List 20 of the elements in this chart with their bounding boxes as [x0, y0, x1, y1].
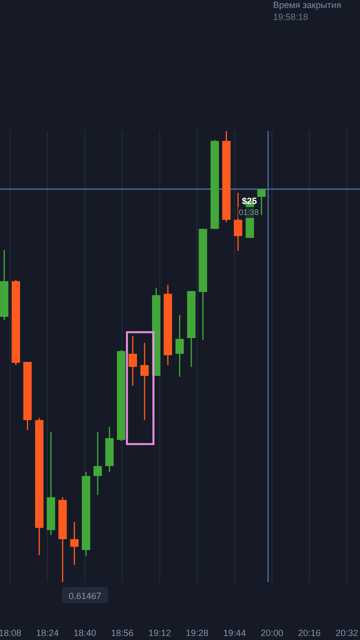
- x-tick-label: 18:40: [74, 628, 96, 638]
- x-tick-label: 18:24: [36, 628, 59, 638]
- candlestick: [128, 336, 137, 386]
- x-tick-label: 20:16: [298, 628, 321, 638]
- x-tick-label: 19:28: [186, 628, 208, 638]
- ref-line-label: Время закрытия: [273, 0, 342, 10]
- x-tick-label: 19:12: [148, 628, 171, 638]
- candlestick: [70, 521, 79, 566]
- text: 0.61467: [68, 591, 102, 601]
- x-tick-label: 18:56: [111, 628, 134, 638]
- annotation: $25: [242, 196, 257, 206]
- candlestick: [93, 431, 102, 496]
- candlestick: [257, 188, 266, 216]
- x-tick-label: 20:00: [260, 628, 284, 638]
- annotation: 01:38: [238, 208, 260, 217]
- candlestick: [140, 342, 149, 421]
- x-tick-label: 19:44: [223, 628, 246, 638]
- x-tick-label: 20:32: [336, 628, 358, 638]
- candlestick: [175, 314, 184, 378]
- text: 19:58:18: [273, 12, 308, 22]
